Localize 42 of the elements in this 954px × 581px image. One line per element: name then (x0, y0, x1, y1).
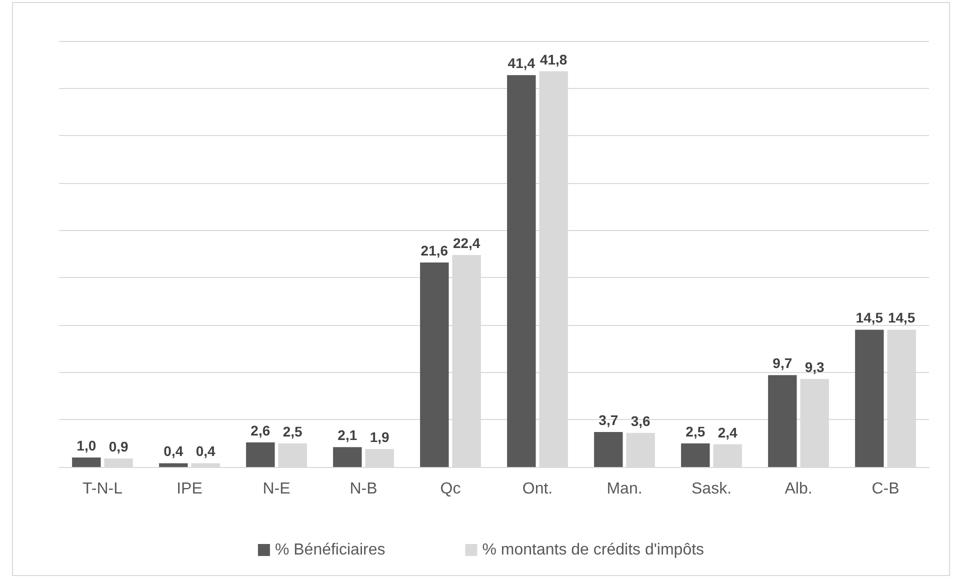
data-label: 2,4 (718, 424, 738, 440)
data-label: 0,4 (196, 443, 216, 460)
legend-label: % montants de crédits d'impôts (482, 542, 704, 558)
data-label: 3,6 (630, 412, 651, 429)
bar (333, 447, 362, 467)
bar (681, 443, 710, 467)
data-label: 1,0 (76, 438, 96, 454)
data-label: 2,1 (338, 427, 358, 444)
x-tick-label: Alb. (784, 480, 812, 498)
bar (594, 432, 623, 467)
x-tick-label: IPE (176, 480, 202, 498)
x-tick-label: Man. (606, 480, 642, 498)
legend-label: % Bénéficiaires (274, 542, 386, 558)
data-label: 0,9 (108, 438, 129, 454)
x-tick-label: C-B (872, 480, 900, 498)
bar (246, 442, 275, 467)
bar (855, 330, 884, 467)
x-tick-label: Sask. (691, 480, 732, 498)
bar (768, 375, 797, 467)
data-label: 2,6 (250, 422, 270, 438)
bar (420, 262, 449, 467)
bar (159, 463, 188, 467)
data-label: 2,5 (282, 423, 303, 440)
x-tick-label: N-E (262, 480, 290, 498)
data-label: 14,5 (888, 310, 916, 326)
data-label: 3,7 (598, 412, 618, 428)
data-label: 41,4 (508, 55, 536, 72)
bar (72, 458, 101, 467)
bar (507, 75, 536, 467)
data-label: 21,6 (420, 242, 448, 259)
data-label: 9,3 (804, 358, 825, 375)
x-tick-label: Ont. (522, 480, 553, 498)
x-tick-label: Qc (440, 480, 461, 498)
data-label: 2,5 (686, 423, 706, 440)
data-label: 41,8 (540, 51, 568, 68)
data-label: 1,9 (370, 429, 390, 446)
data-label: 14,5 (856, 310, 884, 326)
x-tick-label: T-N-L (82, 480, 123, 498)
data-label: 9,7 (772, 355, 792, 372)
data-label: 0,4 (164, 443, 184, 460)
data-label: 22,4 (452, 234, 480, 251)
x-tick-label: N-B (350, 480, 378, 498)
